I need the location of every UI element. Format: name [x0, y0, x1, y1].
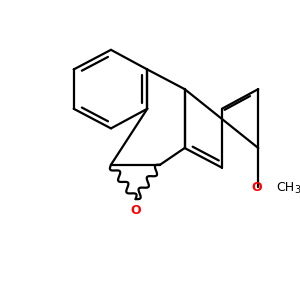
Text: 3: 3	[295, 185, 300, 195]
Text: CH: CH	[276, 181, 294, 194]
Text: O: O	[251, 181, 262, 194]
Text: O: O	[130, 204, 141, 217]
